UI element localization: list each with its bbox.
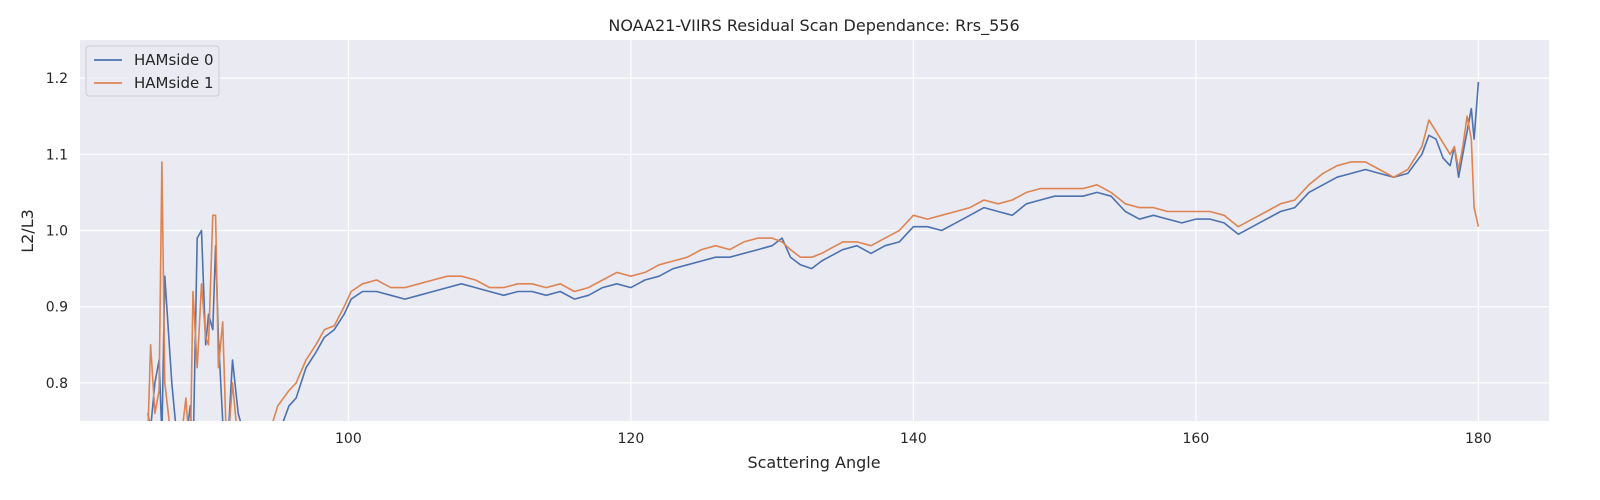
legend-label-0: HAMside 0 (134, 51, 214, 69)
y-tick-label: 1.1 (46, 147, 68, 163)
series-group (147, 81, 1480, 421)
series-line-0 (147, 81, 1480, 421)
x-tick-label: 180 (1465, 431, 1492, 447)
series-line-1 (147, 115, 1480, 421)
legend: HAMside 0 HAMside 1 (85, 45, 220, 97)
x-tick-label: 140 (900, 431, 927, 447)
x-tick-label: 160 (1183, 431, 1210, 447)
x-tick-label: 120 (618, 431, 645, 447)
grid (80, 40, 1549, 421)
x-axis-ticks: 100 120 140 160 180 (335, 431, 1492, 447)
chart-title: NOAA21-VIIRS Residual Scan Dependance: R… (608, 16, 1019, 36)
y-axis-label: L2/L3 (18, 209, 37, 253)
y-tick-label: 0.8 (46, 376, 68, 392)
y-tick-label: 1.2 (46, 71, 68, 87)
y-tick-label: 1.0 (46, 224, 68, 240)
x-tick-label: 100 (335, 431, 362, 447)
x-axis-label: Scattering Angle (747, 453, 880, 472)
y-axis-ticks: 0.8 0.9 1.0 1.1 1.2 (46, 71, 68, 392)
y-tick-label: 0.9 (46, 300, 68, 316)
legend-label-1: HAMside 1 (134, 74, 214, 92)
